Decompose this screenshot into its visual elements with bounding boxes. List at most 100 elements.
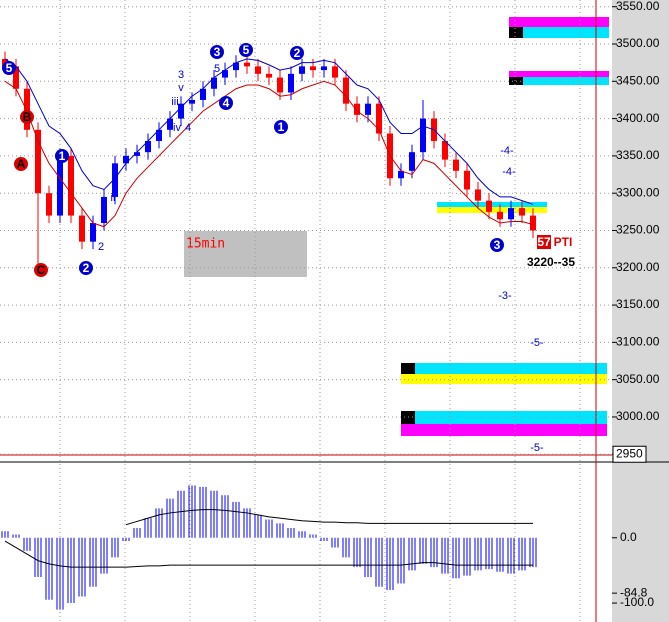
candle-body (222, 70, 228, 78)
annotation: B (23, 110, 32, 124)
candle-body (211, 77, 217, 89)
candle-body (486, 200, 492, 212)
zone (401, 411, 415, 424)
candle-body (189, 99, 195, 104)
candle-body (453, 159, 459, 171)
zone (509, 27, 523, 38)
candle-body (442, 140, 448, 160)
annotation: 4 (223, 96, 230, 110)
annotation: 57 (537, 235, 551, 249)
candle-body (57, 155, 63, 216)
wave-marker (14, 157, 28, 171)
indicator-line (125, 509, 533, 526)
zone (401, 424, 607, 436)
zone (509, 71, 609, 77)
candle-body (475, 189, 481, 201)
timeframe: 15min (186, 237, 225, 252)
candle-body (277, 77, 283, 93)
wave-marker (55, 149, 69, 163)
annotation: iii (171, 96, 178, 108)
candle-body (266, 73, 272, 78)
y-tick-label: 3250.00 (616, 223, 660, 237)
zone (401, 363, 415, 374)
zone (509, 17, 609, 27)
annotation: 3 (494, 238, 501, 252)
annotation: 2 (98, 241, 104, 253)
annotation: 5 (6, 61, 13, 75)
annotation: ii (111, 192, 116, 204)
y-tick-label: 3150.00 (616, 297, 660, 311)
annotation: 1 (59, 149, 66, 163)
annotation: -5- (530, 337, 544, 349)
plot-area (0, 0, 612, 622)
candle-body (420, 118, 426, 153)
wave-marker (490, 238, 504, 252)
candle-body (530, 215, 536, 231)
candle-body (398, 170, 404, 179)
annotation: 2 (294, 46, 301, 60)
candle-body (178, 103, 184, 119)
y-tick-label: -100.0 (620, 595, 654, 609)
annotation: 5 (214, 63, 220, 75)
candle-body (508, 208, 514, 220)
annotation: 3 (214, 45, 221, 59)
candle-body (299, 66, 305, 74)
candle-body (200, 88, 206, 100)
wave-marker (239, 43, 253, 57)
candle-body (464, 170, 470, 190)
candle-body (376, 103, 382, 134)
indicator-line (4, 80, 534, 228)
candle-body (134, 152, 140, 156)
annotation: 5 (243, 43, 250, 57)
y-tick-label: 3400.00 (616, 111, 660, 125)
y-tick-label: 0.0 (620, 530, 637, 544)
candle-body (123, 155, 129, 164)
zone (509, 77, 609, 85)
candle-body (519, 208, 525, 216)
y-tick-label: 3450.00 (616, 73, 660, 87)
wave-marker (219, 96, 233, 110)
annotation: C (37, 263, 46, 277)
candle-body (24, 88, 30, 130)
candle-body (255, 66, 261, 74)
candle-body (343, 77, 349, 104)
y-tick-label: 3300.00 (616, 185, 660, 199)
candle-body (497, 211, 503, 220)
candle-body (101, 196, 107, 224)
candle-body (90, 223, 96, 242)
annotation: -5- (530, 442, 544, 454)
candle-body (244, 62, 250, 67)
wave-marker (290, 46, 304, 60)
price-badge (537, 235, 551, 249)
zones (401, 17, 609, 436)
annotation: 3 (178, 69, 184, 81)
zone (401, 411, 607, 424)
y-tick-label: 3000.00 (616, 409, 660, 423)
candle-body (321, 66, 327, 71)
candle-body (145, 140, 151, 153)
y-tick-label: 3200.00 (616, 260, 660, 274)
zone (509, 27, 609, 38)
y-tick-label: -84.8 (620, 585, 648, 599)
y-tick-label: 3550.00 (616, 0, 660, 13)
zone (401, 363, 607, 374)
candle-body (310, 66, 316, 71)
y-tick-label: 2950 (616, 446, 643, 460)
candle-body (112, 163, 118, 197)
candle-body (288, 73, 294, 93)
candle-body (35, 129, 41, 194)
candle-body (79, 215, 85, 242)
annotation: 3220--35 (527, 255, 575, 269)
candle-body (46, 193, 52, 216)
y-tick-label: 3500.00 (616, 36, 660, 50)
wave-marker (274, 120, 288, 134)
axis-panel (612, 0, 669, 622)
timeframe-box (184, 231, 307, 277)
wave-marker (20, 110, 34, 124)
candle-body (68, 155, 74, 216)
candle-body (409, 152, 415, 171)
y-tick-label: 3350.00 (616, 148, 660, 162)
indicator-line (4, 58, 534, 205)
y-tick-label: 3100.00 (616, 335, 660, 349)
